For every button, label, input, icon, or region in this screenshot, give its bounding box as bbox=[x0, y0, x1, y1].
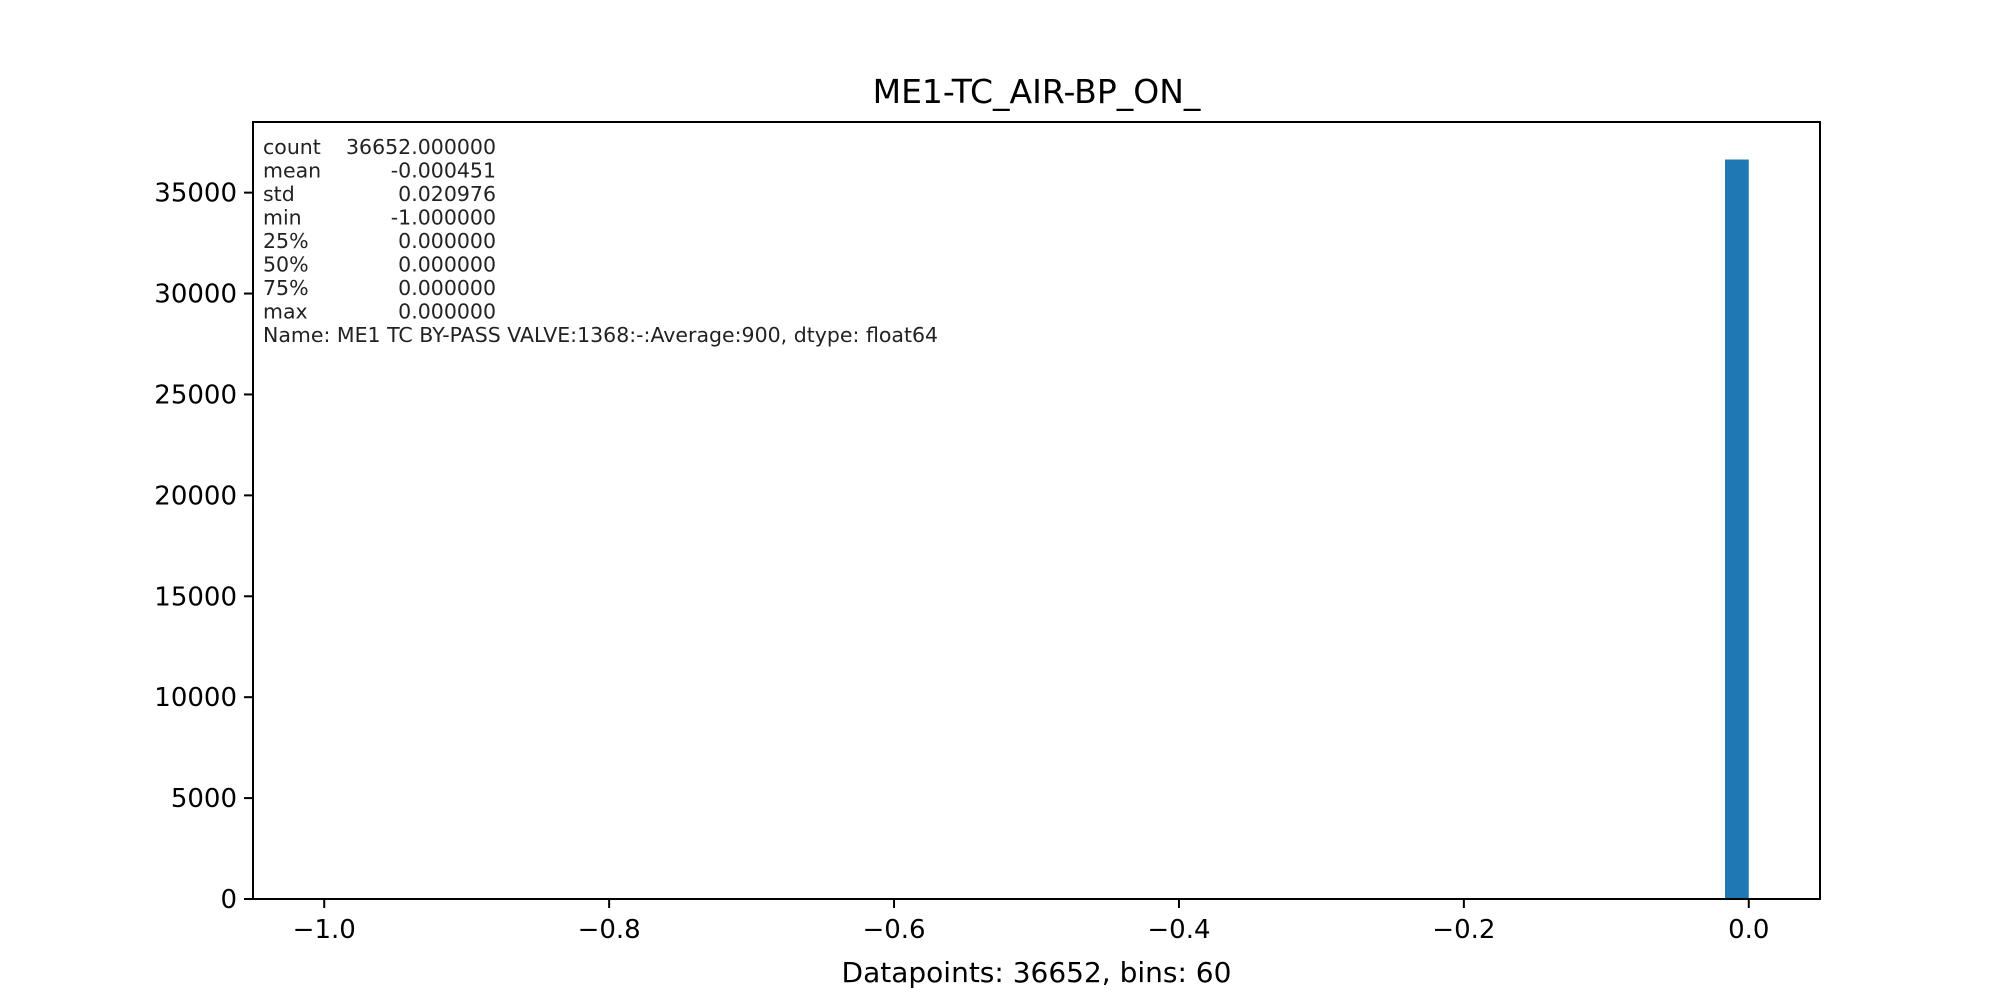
histogram-bar bbox=[1725, 159, 1749, 899]
stats-value: -1.000000 bbox=[391, 206, 496, 230]
x-axis-ticks: −1.0 −0.8 −0.6 −0.4 −0.2 0.0 bbox=[293, 899, 1769, 945]
y-tick-label: 20000 bbox=[154, 481, 237, 511]
x-tick-label: −0.8 bbox=[578, 915, 641, 945]
y-tick-label: 35000 bbox=[154, 179, 237, 209]
axes-frame bbox=[252, 121, 1821, 900]
y-tick-label: 30000 bbox=[154, 280, 237, 310]
stats-value: 0.020976 bbox=[398, 182, 496, 206]
y-axis-ticks: 0 5000 10000 15000 20000 25000 30000 35000 bbox=[154, 179, 253, 915]
y-tick-label: 0 bbox=[220, 885, 237, 915]
stats-value: 0.000000 bbox=[398, 229, 496, 253]
x-tick-label: −0.6 bbox=[862, 915, 925, 945]
stats-label: 50% bbox=[263, 253, 309, 277]
stats-value: 36652.000000 bbox=[346, 135, 496, 159]
stats-annotation: count 36652.000000 mean -0.000451 std 0.02097… bbox=[263, 135, 938, 347]
stats-value: 0.000000 bbox=[398, 300, 496, 324]
chart-title: ME1-TC_AIR-BP_ON_ bbox=[873, 72, 1201, 111]
y-tick-label: 25000 bbox=[154, 380, 237, 410]
stats-label: min bbox=[263, 206, 302, 230]
y-tick-label: 15000 bbox=[154, 582, 237, 612]
stats-label: max bbox=[263, 300, 308, 324]
x-tick-label: −0.2 bbox=[1432, 915, 1495, 945]
x-axis-label: Datapoints: 36652, bins: 60 bbox=[842, 956, 1232, 989]
y-tick-label: 10000 bbox=[154, 683, 237, 713]
y-tick-label: 5000 bbox=[171, 784, 237, 814]
bars-layer bbox=[1725, 159, 1749, 899]
stats-label: 25% bbox=[263, 229, 309, 253]
x-tick-label: −1.0 bbox=[293, 915, 356, 945]
stats-label: count bbox=[263, 135, 321, 159]
stats-value: 0.000000 bbox=[398, 276, 496, 300]
stats-value: 0.000000 bbox=[398, 253, 496, 277]
x-tick-label: −0.4 bbox=[1147, 915, 1210, 945]
x-tick-label: 0.0 bbox=[1728, 915, 1769, 945]
stats-label: 75% bbox=[263, 276, 309, 300]
stats-label: std bbox=[263, 182, 295, 206]
stats-label: mean bbox=[263, 159, 321, 183]
stats-value: -0.000451 bbox=[391, 159, 496, 183]
stats-footer: Name: ME1 TC BY-PASS VALVE:1368:-:Averag… bbox=[263, 323, 938, 347]
